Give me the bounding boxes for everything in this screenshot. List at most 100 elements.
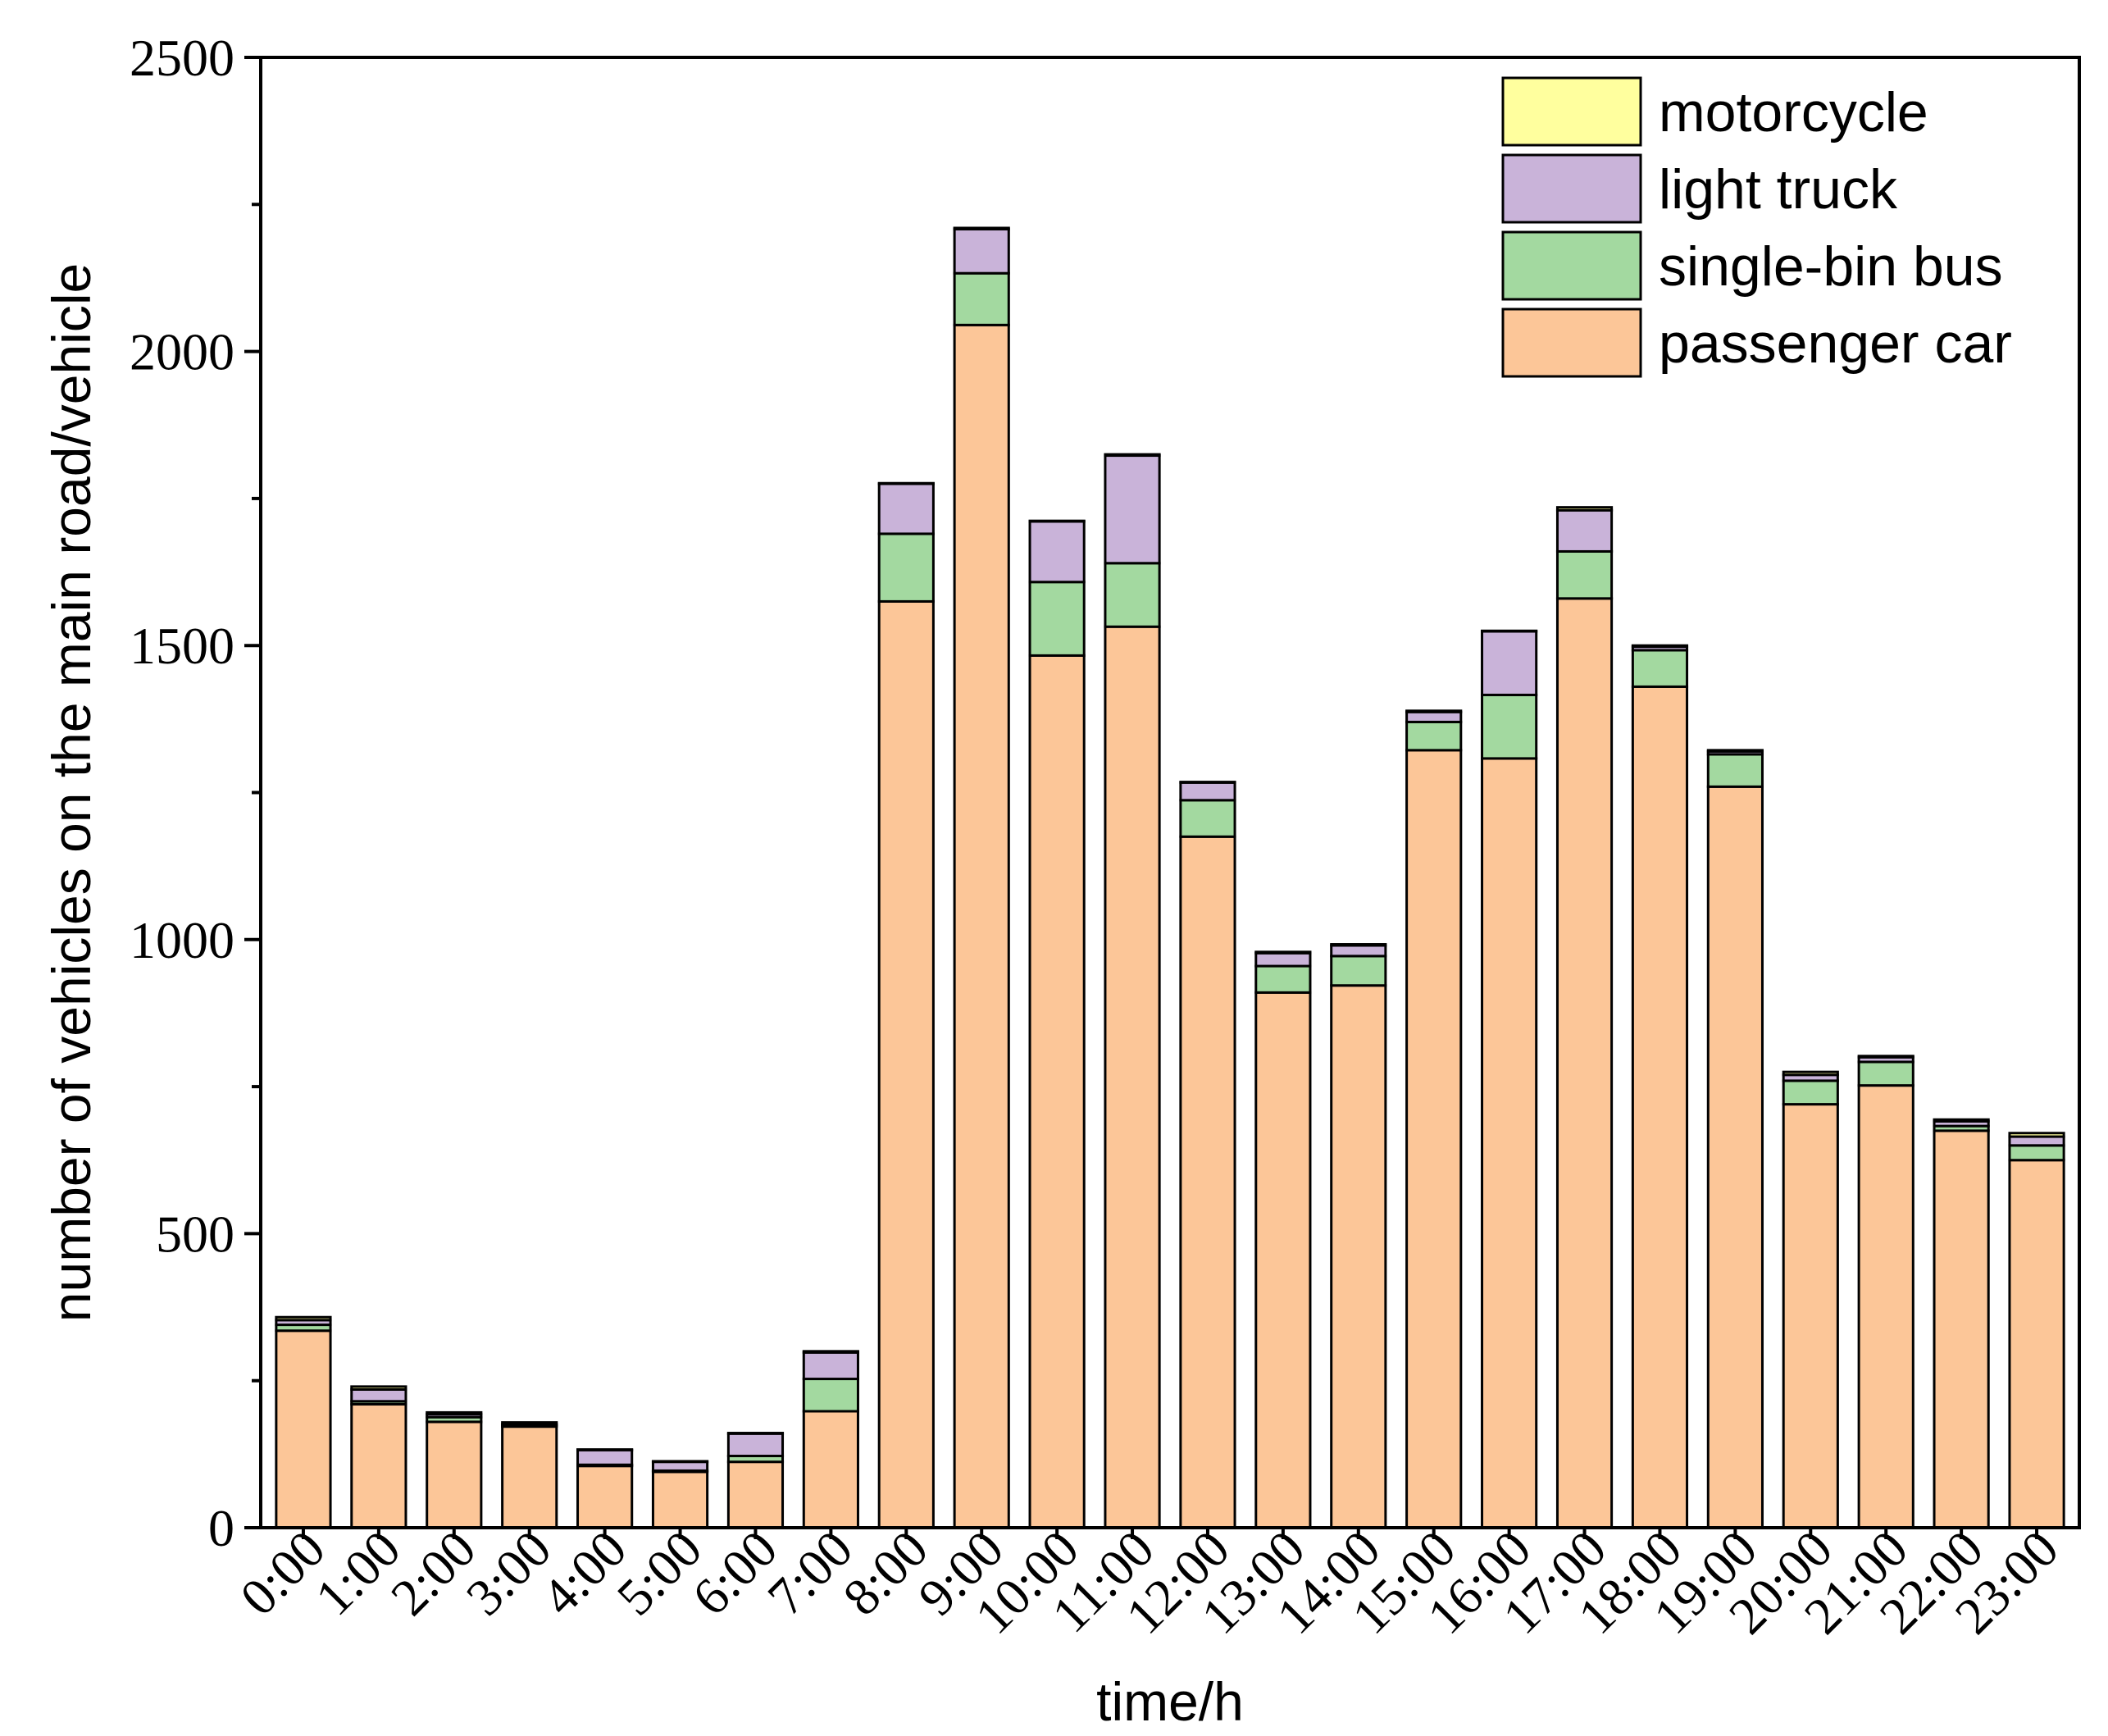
bar-motorcycle-1300 — [1254, 950, 1312, 955]
bar-passenger-car-1200 — [1179, 835, 1236, 1529]
bar-motorcycle-100 — [350, 1385, 407, 1391]
bar-passenger-car-2100 — [1857, 1084, 1915, 1529]
bar-passenger-car-1800 — [1631, 685, 1689, 1529]
bar-passenger-car-200 — [426, 1420, 483, 1529]
bar-light-truck-1200 — [1179, 781, 1236, 802]
bar-motorcycle-1800 — [1631, 644, 1689, 649]
bar-light-truck-1500 — [1405, 710, 1463, 723]
y-tick-label: 2000 — [130, 323, 234, 381]
bar-single-bin-bus-1300 — [1254, 964, 1312, 994]
bar-light-truck-500 — [651, 1460, 709, 1472]
bar-passenger-car-1000 — [1028, 654, 1086, 1529]
bar-single-bin-bus-1500 — [1405, 720, 1463, 752]
bar-passenger-car-1300 — [1254, 991, 1312, 1529]
y-tick-label: 0 — [208, 1499, 234, 1557]
y-tick-label: 1000 — [130, 911, 234, 969]
legend-swatch-light-truck — [1501, 153, 1642, 224]
bar-passenger-car-000 — [275, 1329, 332, 1529]
bar-motorcycle-900 — [953, 226, 1010, 230]
bar-passenger-car-2300 — [2008, 1159, 2065, 1529]
bar-passenger-car-2200 — [1933, 1129, 1990, 1529]
bar-passenger-car-1100 — [1104, 625, 1161, 1529]
bars-layer — [275, 226, 2065, 1529]
bar-single-bin-bus-700 — [802, 1378, 859, 1413]
bar-motorcycle-400 — [576, 1448, 634, 1451]
bar-passenger-car-400 — [576, 1465, 634, 1529]
legend-label-passenger-car: passenger car — [1659, 312, 2012, 375]
bar-light-truck-100 — [350, 1387, 407, 1403]
bar-motorcycle-2200 — [1933, 1118, 1990, 1123]
bar-motorcycle-500 — [651, 1460, 709, 1464]
bar-single-bin-bus-2100 — [1857, 1060, 1915, 1087]
bar-motorcycle-2100 — [1857, 1055, 1915, 1059]
legend-swatch-single-bin-bus — [1501, 230, 1642, 301]
y-tick-label: 500 — [156, 1205, 234, 1263]
y-axis-title: number of vehicles on the main road/vehi… — [41, 263, 102, 1322]
bar-motorcycle-1200 — [1179, 781, 1236, 784]
x-axis-ticks: 0:001:002:003:004:005:006:007:008:009:00… — [229, 1520, 2069, 1645]
bar-single-bin-bus-2000 — [1782, 1079, 1839, 1106]
bar-passenger-car-500 — [651, 1470, 709, 1529]
bar-light-truck-1000 — [1028, 520, 1086, 584]
bar-motorcycle-2000 — [1782, 1070, 1839, 1077]
bar-motorcycle-1000 — [1028, 519, 1086, 523]
bar-light-truck-900 — [953, 227, 1010, 275]
bar-single-bin-bus-1200 — [1179, 799, 1236, 838]
legend-swatch-motorcycle — [1501, 76, 1642, 147]
y-tick-label: 2500 — [130, 29, 234, 87]
bar-passenger-car-1700 — [1555, 597, 1614, 1529]
bar-motorcycle-1900 — [1706, 749, 1764, 753]
bar-passenger-car-1500 — [1405, 749, 1463, 1529]
bar-motorcycle-1100 — [1104, 453, 1161, 458]
bar-single-bin-bus-900 — [953, 271, 1010, 326]
bar-motorcycle-800 — [877, 481, 935, 485]
bar-light-truck-1300 — [1254, 951, 1312, 968]
bar-single-bin-bus-1900 — [1706, 753, 1764, 788]
bar-passenger-car-600 — [726, 1460, 785, 1529]
bar-passenger-car-800 — [877, 599, 935, 1529]
y-tick-label: 1500 — [130, 617, 234, 675]
plot-frame — [259, 56, 2081, 1529]
bar-passenger-car-1400 — [1330, 984, 1387, 1529]
bar-light-truck-1400 — [1330, 944, 1387, 958]
bar-single-bin-bus-1700 — [1555, 549, 1614, 600]
bar-passenger-car-700 — [802, 1410, 859, 1529]
bar-motorcycle-700 — [802, 1350, 859, 1354]
bar-single-bin-bus-1600 — [1481, 693, 1538, 760]
bar-single-bin-bus-1100 — [1104, 562, 1161, 628]
x-axis-title: time/h — [1096, 1671, 1244, 1732]
y-axis-ticks: 0 500 1000 1500 2000 2500 — [130, 29, 261, 1557]
bar-light-truck-1700 — [1555, 508, 1614, 553]
legend-label-light-truck: light truck — [1659, 158, 1898, 221]
bar-single-bin-bus-800 — [877, 532, 935, 603]
bar-passenger-car-1600 — [1481, 757, 1538, 1529]
bar-motorcycle-2300 — [2008, 1132, 2065, 1138]
bar-light-truck-400 — [576, 1448, 634, 1466]
bar-light-truck-1600 — [1481, 630, 1538, 696]
bar-light-truck-700 — [802, 1351, 859, 1381]
bar-single-bin-bus-1400 — [1330, 955, 1387, 987]
bar-light-truck-2300 — [2008, 1135, 2065, 1147]
bar-motorcycle-200 — [426, 1410, 483, 1416]
legend-label-motorcycle: motorcycle — [1659, 81, 1928, 144]
bar-motorcycle-1700 — [1555, 506, 1614, 512]
bar-passenger-car-900 — [953, 323, 1010, 1529]
bar-motorcycle-000 — [275, 1315, 332, 1322]
legend-label-single-bin-bus: single-bin bus — [1659, 235, 2003, 298]
bar-passenger-car-2000 — [1782, 1103, 1839, 1529]
bar-passenger-car-100 — [350, 1402, 407, 1529]
bar-motorcycle-300 — [501, 1421, 558, 1426]
bar-motorcycle-1500 — [1405, 709, 1463, 713]
bar-motorcycle-600 — [726, 1432, 785, 1435]
legend: motorcycle light truck single-bin bus passe… — [1501, 76, 2012, 378]
bar-single-bin-bus-1000 — [1028, 581, 1086, 657]
bar-light-truck-600 — [726, 1432, 785, 1458]
bar-single-bin-bus-2300 — [2008, 1144, 2065, 1162]
legend-swatch-passenger-car — [1501, 308, 1642, 378]
bar-passenger-car-1900 — [1706, 785, 1764, 1529]
bar-passenger-car-300 — [501, 1425, 558, 1529]
bar-light-truck-800 — [877, 482, 935, 535]
bar-light-truck-1100 — [1104, 454, 1161, 565]
